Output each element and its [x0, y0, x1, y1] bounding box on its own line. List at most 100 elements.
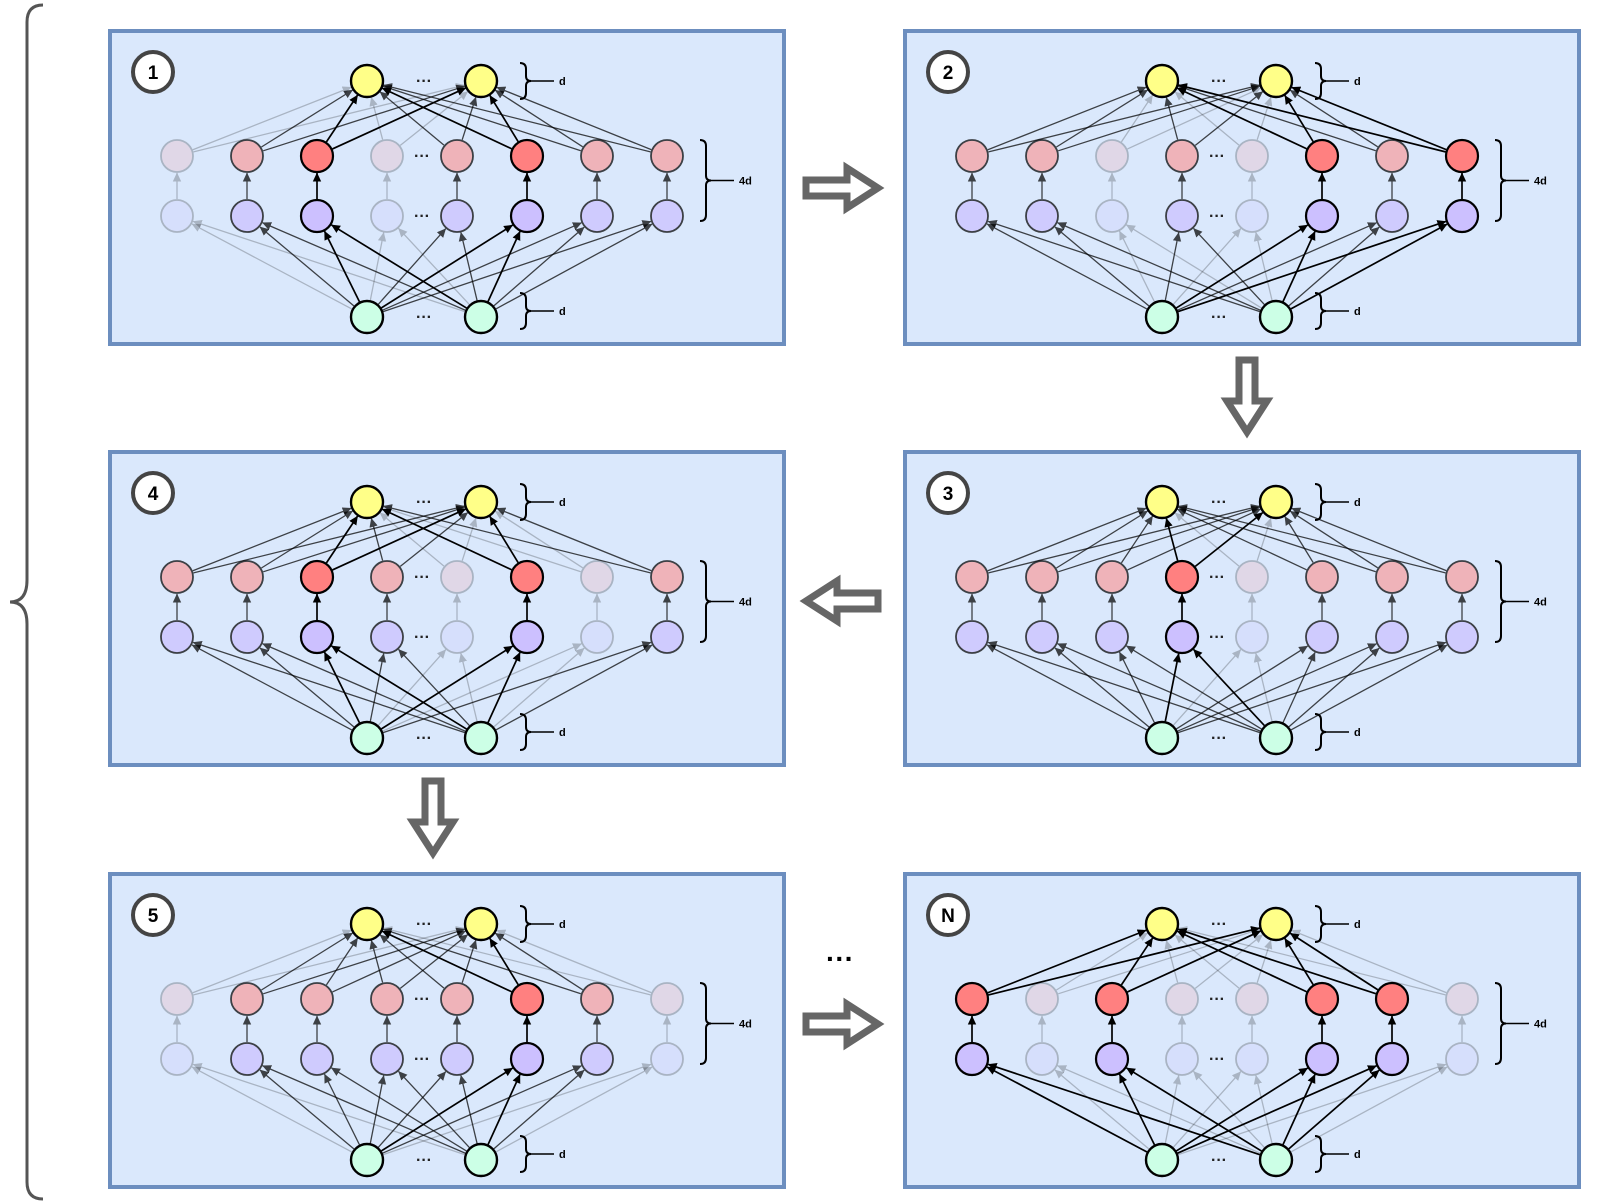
- edge-input-to-expert: [1164, 232, 1182, 301]
- expert-hidden-node: [1375, 560, 1409, 594]
- expert-intermediate-node: [1444, 198, 1480, 234]
- input-ellipsis: ···: [416, 309, 432, 326]
- edges: [967, 504, 1467, 734]
- input-node: [1144, 720, 1180, 756]
- edge-input-to-expert: [1054, 1069, 1150, 1150]
- expert-hidden-node: [160, 560, 194, 594]
- edge-input-to-expert: [1172, 649, 1242, 726]
- edge-input-to-expert: [369, 1075, 387, 1144]
- input-ellipsis: ···: [416, 1152, 432, 1169]
- edge-expert-to-output: [1178, 504, 1446, 574]
- edge-input-to-expert: [1172, 228, 1242, 305]
- edge-input-to-expert: [323, 230, 361, 303]
- expert-hidden-node: [1164, 559, 1200, 595]
- edge-input-to-expert: [331, 645, 467, 730]
- nodes: [954, 906, 1479, 1178]
- edge-expert-to-output: [1120, 937, 1154, 986]
- expert-intermediate-node: [160, 199, 194, 233]
- output-node: [349, 906, 385, 942]
- expert-intermediate-node: [1025, 1042, 1059, 1076]
- edges: [967, 83, 1467, 313]
- edge-input-to-expert: [1176, 645, 1309, 730]
- edge-input-to-expert: [1126, 645, 1262, 730]
- input-dim-label: d: [1354, 1149, 1361, 1161]
- edge-expert-to-output: [1176, 930, 1307, 993]
- panel-5: ··· ··· ··· ··· d 4d d 5: [108, 872, 786, 1189]
- edge-expert-to-output: [332, 930, 466, 993]
- expert-hidden-node: [509, 138, 545, 174]
- output-dim-label: d: [1354, 497, 1361, 509]
- edge-input-to-expert: [377, 649, 447, 726]
- edges: [172, 83, 672, 313]
- edge-input-to-expert: [398, 228, 470, 305]
- edge-input-to-expert: [1175, 1067, 1309, 1152]
- output-node: [1144, 906, 1180, 942]
- edge-expert-to-output: [1194, 934, 1264, 989]
- output-brace: [519, 62, 554, 100]
- edge-input-to-expert: [1164, 1075, 1182, 1144]
- expert-intermediate-node: [299, 619, 335, 655]
- expert-intermediate-node: [440, 1042, 474, 1076]
- expert-intermediate-node: [509, 198, 545, 234]
- input-brace: [1314, 292, 1349, 330]
- input-dim-label: d: [1354, 306, 1361, 318]
- edge-expert-to-output: [1164, 517, 1179, 561]
- expert-hidden-node: [1304, 138, 1340, 174]
- panel-box: [108, 450, 786, 767]
- edge-expert-to-output: [399, 512, 469, 567]
- expert-dim-label: 4d: [739, 1019, 752, 1031]
- edge-expert-to-output: [381, 508, 512, 571]
- output-node: [1258, 484, 1294, 520]
- edge-input-to-expert: [1288, 647, 1380, 728]
- outer-brace: [9, 3, 44, 1201]
- expert-hidden-node: [1235, 560, 1269, 594]
- step-number: 1: [148, 63, 159, 84]
- expert-brace: [1494, 560, 1529, 643]
- output-brace: [519, 483, 554, 521]
- expert-hidden-node: [440, 139, 474, 173]
- edge-input-to-expert: [1177, 641, 1447, 734]
- flow-arrow-1-to-2: [802, 161, 885, 215]
- input-ellipsis: ···: [1211, 309, 1227, 326]
- expert-intermediate-node: [300, 1042, 334, 1076]
- edge-input-to-expert: [1290, 644, 1448, 731]
- expert-intermediate-node: [370, 620, 404, 654]
- hidden-ellipsis: ···: [1209, 991, 1225, 1008]
- edge-expert-to-output: [369, 517, 384, 561]
- panel-2: ··· ··· ··· ··· d 4d d 2: [903, 29, 1581, 346]
- expert-brace: [699, 139, 734, 222]
- expert-hidden-node: [1094, 981, 1130, 1017]
- edge-expert-to-output: [988, 83, 1260, 153]
- expert-hidden-node: [1095, 139, 1129, 173]
- edge-input-to-expert: [1193, 228, 1265, 305]
- expert-intermediate-node: [580, 1042, 614, 1076]
- edge-expert-to-output: [1256, 939, 1273, 984]
- edge-input-to-expert: [1177, 1063, 1447, 1156]
- step-number: 3: [943, 484, 954, 505]
- input-dim-label: d: [1354, 727, 1361, 739]
- expert-hidden-node: [650, 560, 684, 594]
- edge-input-to-expert: [1054, 647, 1150, 728]
- edge-expert-to-output: [1194, 91, 1264, 146]
- edge-expert-to-output: [1289, 510, 1379, 569]
- edge-input-to-expert: [1290, 1066, 1448, 1153]
- expert-intermediate-node: [440, 199, 474, 233]
- edge-input-to-expert: [1282, 652, 1316, 723]
- expert-hidden-node: [1304, 981, 1340, 1017]
- expert-dim-label: 4d: [1534, 176, 1547, 188]
- edges: [172, 926, 672, 1156]
- edge-input-to-expert: [986, 644, 1148, 731]
- edge-expert-to-output: [1057, 927, 1261, 995]
- input-brace: [1314, 713, 1349, 751]
- edge-input-to-expert: [495, 223, 653, 310]
- expert-intermediate-node: [1025, 199, 1059, 233]
- output-ellipsis: ···: [1211, 494, 1227, 511]
- edge-expert-to-output: [1289, 932, 1379, 991]
- step-number: 5: [148, 906, 159, 927]
- edge-expert-to-output: [261, 89, 354, 148]
- edge-expert-to-output: [379, 934, 445, 989]
- expert-brace: [1494, 982, 1529, 1065]
- edge-input-to-expert: [495, 1066, 653, 1153]
- edge-expert-to-output: [461, 96, 478, 141]
- expert-hidden-node: [1025, 982, 1059, 1016]
